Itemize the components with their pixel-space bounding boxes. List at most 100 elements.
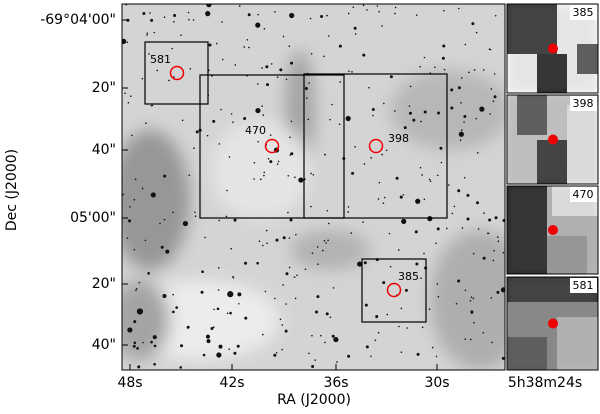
sky-image [122, 4, 505, 370]
star [172, 211, 174, 214]
star [213, 308, 215, 311]
star [488, 48, 491, 51]
star [126, 41, 129, 44]
star [165, 249, 170, 254]
star [173, 14, 177, 18]
star [276, 163, 279, 165]
inset-dot [548, 225, 558, 235]
star [161, 55, 164, 58]
star [381, 25, 383, 27]
star [233, 218, 237, 222]
star [310, 172, 312, 175]
star [145, 122, 147, 125]
star [377, 331, 380, 334]
source-marker [368, 138, 384, 154]
star [419, 166, 422, 169]
star [182, 220, 189, 227]
star [244, 316, 248, 320]
star [443, 9, 445, 12]
star [316, 295, 320, 299]
star [306, 97, 308, 99]
star [406, 327, 408, 329]
star [471, 312, 473, 315]
source-marker [169, 65, 185, 81]
star [320, 15, 324, 19]
star [315, 310, 319, 314]
star [423, 56, 426, 59]
star [243, 46, 246, 48]
star [255, 107, 261, 114]
star [135, 287, 138, 290]
star [389, 265, 392, 268]
star [457, 7, 460, 10]
star [502, 251, 505, 254]
star [375, 316, 378, 319]
star [168, 79, 170, 82]
star [338, 123, 341, 126]
star [175, 306, 178, 309]
star [385, 149, 388, 152]
box [144, 41, 209, 105]
star [414, 230, 418, 234]
star [148, 53, 150, 55]
star [230, 113, 233, 115]
star [133, 320, 137, 324]
star [370, 355, 372, 358]
star [463, 114, 467, 118]
y-tick-label: 40" [92, 337, 116, 353]
star [347, 211, 349, 213]
star [312, 173, 315, 176]
star [287, 211, 289, 214]
star [180, 344, 184, 348]
inset-frame [506, 276, 599, 371]
star [415, 262, 419, 266]
star [217, 267, 220, 269]
star [376, 5, 379, 7]
star [259, 178, 262, 181]
star [255, 22, 261, 28]
star [172, 310, 175, 314]
star [472, 252, 475, 255]
star [220, 108, 222, 111]
inset-label-bg [570, 278, 597, 293]
star [276, 76, 279, 78]
star [409, 85, 412, 88]
star [492, 100, 495, 103]
star [476, 201, 480, 205]
star [436, 227, 440, 231]
inset-dot [548, 134, 558, 145]
star [218, 344, 223, 349]
star [435, 355, 438, 358]
star [298, 177, 304, 183]
star [131, 134, 133, 137]
star [327, 222, 330, 225]
star [336, 361, 338, 363]
star [230, 247, 233, 250]
star [282, 236, 286, 240]
y-tick-label: 20" [92, 276, 116, 292]
star [287, 174, 290, 177]
star [232, 121, 234, 123]
star [129, 205, 131, 208]
star [247, 13, 251, 17]
star [460, 129, 463, 132]
star [142, 11, 146, 15]
star [163, 16, 166, 19]
star [332, 287, 335, 289]
star [150, 18, 154, 22]
star [180, 34, 182, 36]
star [273, 353, 277, 357]
star [225, 215, 228, 218]
star [149, 12, 151, 14]
star [275, 238, 279, 242]
star [459, 139, 462, 141]
star [229, 311, 232, 315]
star [491, 341, 493, 344]
star [362, 221, 364, 223]
star [294, 176, 296, 179]
star [368, 86, 370, 89]
inset-dot [548, 43, 558, 54]
star [461, 77, 463, 79]
star [325, 242, 327, 244]
